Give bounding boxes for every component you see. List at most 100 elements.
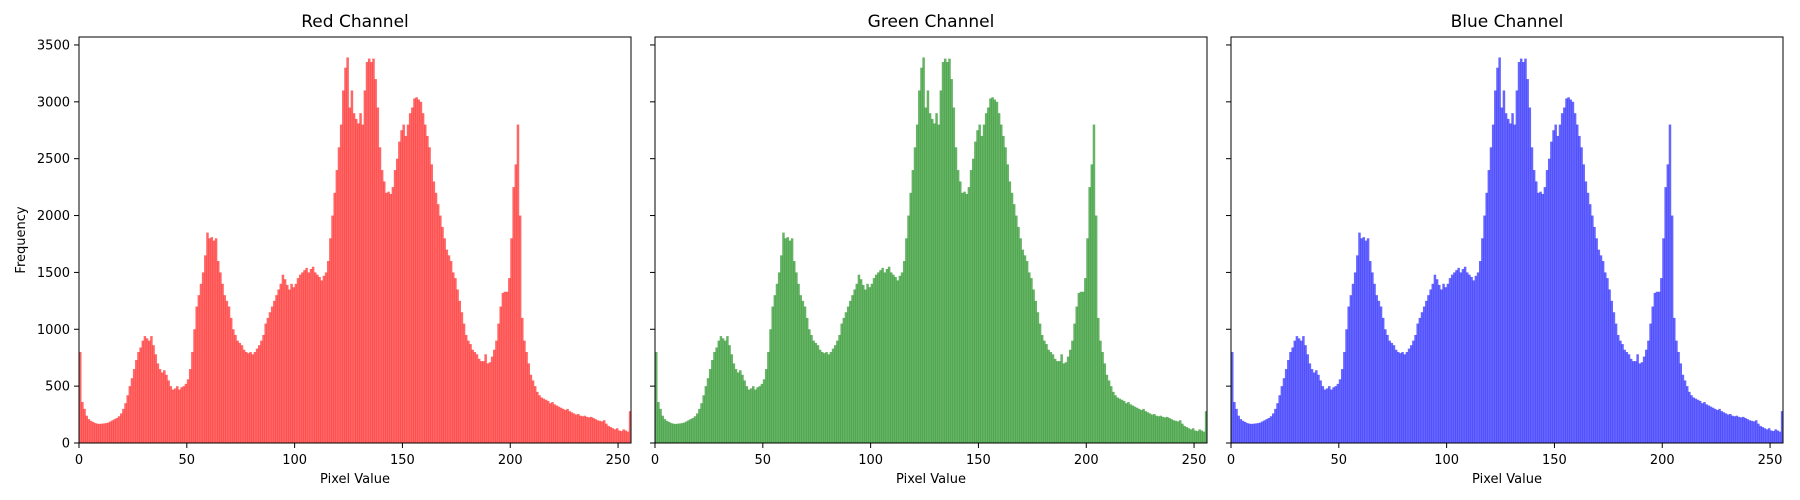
histogram-bar: [1356, 255, 1359, 443]
x-tick-label: 200: [1650, 453, 1675, 468]
histogram-bar: [918, 90, 921, 443]
histogram-bar: [1032, 289, 1035, 443]
histogram-bar: [357, 123, 360, 444]
histogram-bar: [801, 300, 805, 443]
histogram-bar: [339, 124, 343, 443]
histogram-bar: [1515, 90, 1519, 443]
histogram-bar: [1146, 412, 1150, 443]
histogram-bar: [87, 419, 91, 443]
histogram-bar: [247, 353, 250, 443]
histogram-bar: [980, 135, 984, 444]
histogram-bar: [1278, 395, 1281, 443]
histogram-bar: [743, 380, 746, 443]
histogram-bar: [488, 362, 492, 443]
histogram-bar: [1701, 403, 1704, 443]
x-tick-label: 250: [1182, 453, 1207, 468]
histogram-bar: [1075, 306, 1078, 443]
histogram-bar: [995, 101, 999, 443]
histogram-bar: [838, 334, 841, 443]
x-tick-label: 0: [651, 453, 659, 468]
histogram-bar: [1438, 284, 1441, 443]
histogram-bar: [1502, 90, 1506, 443]
histogram-bar: [1386, 334, 1389, 443]
histogram-bar: [467, 340, 470, 443]
histogram-bar: [767, 352, 770, 443]
histogram-bar: [1487, 170, 1491, 443]
histogram-bar: [846, 306, 850, 443]
histogram-bar: [793, 261, 796, 443]
histogram-bar: [764, 369, 768, 443]
histogram-bar: [1321, 386, 1325, 443]
histogram-bar: [602, 420, 606, 443]
histogram-bar: [935, 113, 938, 443]
histogram-bar: [419, 101, 423, 443]
histogram-bar: [928, 113, 932, 443]
histogram-bar: [1336, 383, 1340, 443]
histogram-bar: [708, 369, 712, 443]
histogram-bar: [825, 352, 828, 443]
histogram-bar: [592, 417, 595, 443]
histogram-bar: [219, 272, 222, 443]
histogram-bar: [814, 342, 818, 443]
histogram-bar: [1714, 408, 1717, 443]
histogram-bar: [655, 352, 658, 443]
histogram-bar: [1655, 291, 1659, 443]
histogram-bar: [1599, 255, 1603, 443]
histogram-bar: [346, 57, 349, 444]
histogram-bar: [445, 249, 449, 443]
histogram-bar: [391, 187, 395, 443]
x-tick-label: 250: [1758, 453, 1783, 468]
histogram-bar: [171, 389, 175, 443]
histogram-bar: [262, 334, 265, 443]
histogram-bar: [1696, 399, 1700, 443]
histogram-bar: [344, 67, 347, 444]
histogram-bar: [546, 400, 550, 443]
histogram-bar: [1371, 272, 1374, 443]
histogram-bar: [480, 361, 483, 443]
histogram-bar: [1709, 406, 1713, 443]
histogram-bar: [1660, 278, 1663, 443]
histogram-bar: [877, 272, 880, 443]
histogram-bar: [1739, 417, 1743, 443]
histogram-bar: [715, 347, 718, 443]
histogram-bar: [1416, 323, 1419, 443]
blue-histogram-bars: [1231, 57, 1784, 444]
histogram-bar: [1025, 261, 1029, 443]
histogram-bar: [1552, 130, 1555, 444]
histogram-bar: [1733, 416, 1736, 443]
histogram-bar: [227, 306, 231, 443]
histogram-bar: [210, 237, 214, 443]
histogram-bar: [1056, 361, 1059, 443]
histogram-bar: [1524, 58, 1527, 443]
histogram-bar: [376, 107, 380, 444]
histogram-bar: [933, 123, 936, 444]
histogram-bar: [367, 58, 371, 443]
histogram-bar: [724, 340, 727, 443]
histogram-bar: [1435, 279, 1439, 443]
histogram-bar: [1284, 369, 1288, 443]
histogram-bar: [868, 287, 871, 443]
histogram-bar: [1015, 215, 1018, 443]
histogram-bar: [527, 363, 531, 443]
histogram-bar: [1261, 421, 1264, 443]
histogram-bar: [795, 272, 798, 443]
histogram-bar: [672, 423, 675, 443]
histogram-bar: [997, 113, 1001, 443]
histogram-bar: [1122, 400, 1126, 443]
y-tick-label: 3500: [37, 38, 70, 53]
histogram-bar: [805, 317, 809, 443]
histogram-bar: [148, 340, 151, 443]
histogram-bar: [1586, 192, 1590, 443]
histogram-bar: [484, 354, 487, 443]
histogram-bar: [94, 423, 97, 443]
histogram-bar: [961, 192, 964, 443]
histogram-bar: [1673, 317, 1676, 443]
histogram-bar: [150, 336, 153, 443]
histogram-bar: [812, 340, 815, 443]
blue-y-ticks: [1226, 44, 1231, 444]
histogram-bar: [1558, 124, 1562, 443]
histogram-bar: [661, 415, 664, 443]
histogram-bar: [969, 170, 973, 443]
histogram-bar: [514, 164, 518, 443]
histogram-bar: [1532, 170, 1536, 443]
